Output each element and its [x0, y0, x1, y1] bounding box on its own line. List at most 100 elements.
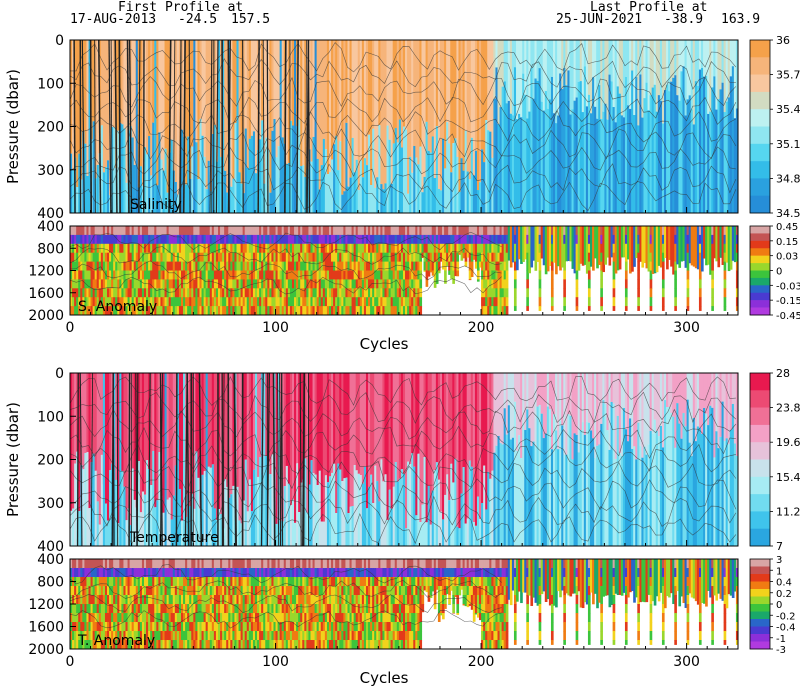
- colorbar-swatch: [750, 285, 770, 294]
- y-tick-label: 1200: [28, 597, 64, 613]
- colorbar-swatch: [750, 270, 770, 279]
- colorbar-swatch: [750, 611, 770, 620]
- colorbar-label: 35.1: [776, 138, 800, 151]
- colorbar-swatch: [750, 634, 770, 642]
- x-tick-label: 0: [66, 320, 75, 336]
- x-tick-label: 200: [468, 320, 495, 336]
- colorbar-label: -0.4: [776, 623, 796, 634]
- colorbar-label: 0.15: [776, 237, 798, 248]
- first-profile-lat: -24.5: [178, 12, 218, 27]
- colorbar-swatch: [750, 581, 770, 590]
- panel-0: 0 100 200 300 400 Pressure (dbar) Salinity 36 35…: [4, 33, 800, 222]
- colorbar-swatch: [750, 528, 770, 547]
- colorbar-swatch: [750, 226, 770, 234]
- y-tick-label: 2000: [28, 642, 64, 658]
- colorbar-swatch: [750, 74, 770, 93]
- y-tick-label: 1600: [28, 286, 64, 302]
- y-tick-label: 2000: [28, 308, 64, 324]
- y-tick-label: 100: [37, 76, 64, 92]
- colorbar-label: -0.03: [776, 281, 800, 292]
- last-profile-lat: -38.9: [664, 12, 704, 27]
- colorbar-label: -0.45: [776, 311, 800, 322]
- colorbar-label: 23.8: [776, 402, 800, 415]
- y-tick-label: 800: [37, 575, 64, 591]
- colorbar-swatch: [750, 292, 770, 301]
- colorbar-swatch: [750, 233, 770, 242]
- colorbar-swatch: [750, 596, 770, 605]
- panel-title: T. Anomaly: [77, 633, 155, 649]
- plot-area: [70, 373, 738, 546]
- colorbar-swatch: [750, 263, 770, 271]
- colorbar-swatch: [750, 307, 770, 316]
- colorbar-label: 3: [776, 555, 782, 566]
- colorbar-swatch: [750, 589, 770, 597]
- colorbar-swatch: [750, 494, 770, 512]
- x-tick-label: 200: [468, 654, 495, 670]
- colorbar-swatch: [750, 424, 770, 443]
- plot-area: [70, 559, 738, 649]
- y-axis-label: Pressure (dbar): [4, 69, 22, 184]
- y-tick-label: 400: [37, 539, 64, 555]
- colorbar-label: 7: [776, 540, 783, 553]
- colorbar-swatch: [750, 511, 770, 529]
- colorbar-label: 35.4: [776, 103, 800, 116]
- colorbar-label: 0.2: [776, 589, 792, 600]
- colorbar-swatch: [750, 109, 770, 127]
- colorbar: 0.45 0.15 0.03 0 -0.03 -0.15 -0.45: [749, 222, 800, 322]
- colorbar-label: 1: [776, 566, 782, 577]
- last-profile-lon: 163.9: [721, 12, 761, 27]
- colorbar-label: 0.45: [776, 222, 798, 233]
- colorbar-swatch: [750, 126, 770, 145]
- x-tick-label: 100: [262, 654, 289, 670]
- colorbar-label: -3: [776, 645, 786, 656]
- colorbar-swatch: [750, 459, 770, 478]
- colorbar-swatch: [750, 574, 770, 582]
- colorbar-swatch: [750, 161, 770, 179]
- x-tick-label: 300: [673, 320, 700, 336]
- panel-title: Salinity: [130, 197, 182, 213]
- y-tick-label: 0: [55, 33, 64, 49]
- colorbar-swatch: [750, 442, 770, 460]
- x-axis-label: Cycles: [360, 669, 409, 687]
- plot-area: [70, 226, 738, 315]
- colorbar-label: 0: [776, 267, 782, 278]
- y-tick-label: 400: [37, 219, 64, 235]
- colorbar-label: -0.15: [776, 296, 800, 307]
- first-profile-date: 17-AUG-2013: [70, 12, 157, 27]
- colorbar-swatch: [750, 619, 770, 627]
- colorbar: 310.40.20-0.2-0.4-1-3: [749, 555, 796, 656]
- colorbar-swatch: [750, 390, 770, 408]
- colorbar-label: 0: [776, 600, 782, 611]
- colorbar-swatch: [750, 559, 770, 567]
- last-profile-label: Last Profile at: [590, 0, 708, 15]
- first-profile-label: First Profile at: [118, 0, 244, 15]
- colorbar-label: 19.6: [776, 436, 800, 449]
- colorbar-swatch: [750, 476, 770, 495]
- colorbar-swatch: [750, 626, 770, 635]
- colorbar-swatch: [750, 91, 770, 110]
- x-tick-label: 100: [262, 320, 289, 336]
- y-tick-label: 0: [55, 366, 64, 382]
- x-tick-label: 0: [66, 654, 75, 670]
- y-tick-label: 300: [37, 496, 64, 512]
- y-tick-label: 400: [37, 206, 64, 222]
- colorbar-swatch: [750, 407, 770, 426]
- y-axis-label: Pressure (dbar): [4, 402, 22, 517]
- panel-title: Temperature: [129, 530, 219, 546]
- colorbar-label: 11.2: [776, 505, 800, 518]
- colorbar-label: 0.03: [776, 252, 798, 263]
- y-tick-label: 400: [37, 552, 64, 568]
- colorbar-swatch: [750, 57, 770, 75]
- colorbar: 28 23.8 19.6 15.4 11.2 7: [749, 367, 800, 553]
- y-tick-label: 1200: [28, 264, 64, 280]
- colorbar-label: 0.4: [776, 578, 792, 589]
- colorbar-label: 34.5: [776, 207, 800, 220]
- colorbar-swatch: [750, 178, 770, 196]
- colorbar-swatch: [750, 300, 770, 308]
- colorbar-label: -1: [776, 634, 786, 645]
- x-axis-label: Cycles: [360, 335, 409, 353]
- panel-title: S. Anomaly: [78, 299, 157, 315]
- colorbar-label: 35.7: [776, 69, 800, 82]
